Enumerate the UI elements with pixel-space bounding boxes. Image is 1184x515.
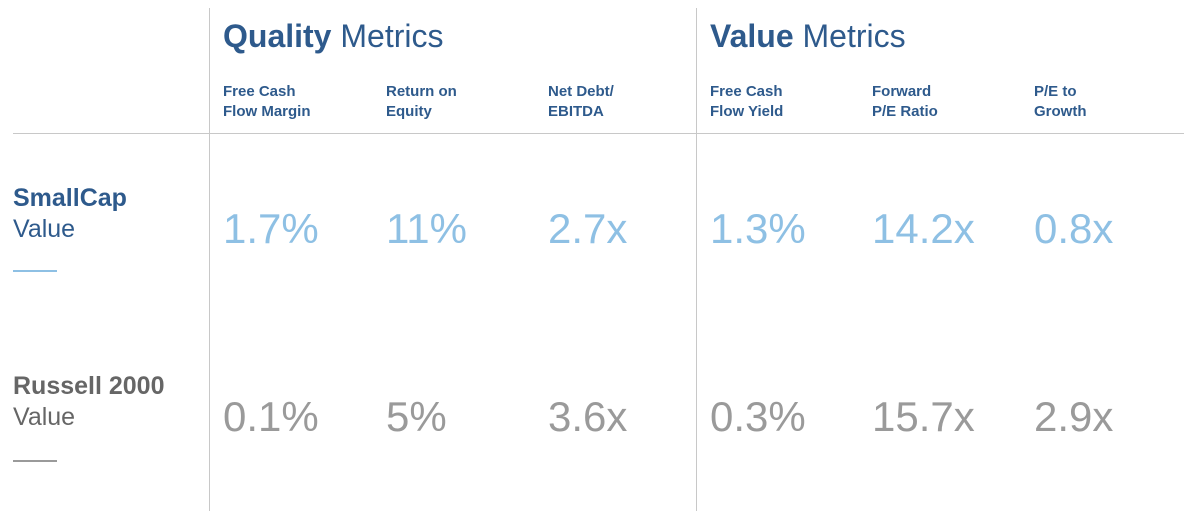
smallcap-free-cash-flow-yield: 1.3% <box>710 205 806 252</box>
header-divider <box>13 133 1184 134</box>
smallcap-net-debt-ebitda: 2.7x <box>548 205 628 252</box>
smallcap-return-on-equity: 11% <box>386 205 467 252</box>
row-label-smallcap-value: SmallCap Value <box>13 184 127 243</box>
russell-legend-swatch <box>13 460 57 462</box>
col-header-forward-pe-ratio: Forward P/E Ratio <box>872 83 938 120</box>
russell-free-cash-flow-margin: 0.1% <box>223 393 319 440</box>
divider-quality-left <box>209 8 210 511</box>
russell-forward-pe-ratio: 15.7x <box>872 393 975 440</box>
col-header-free-cash-flow-yield: Free Cash Flow Yield <box>710 83 784 120</box>
col-header-pe-to-growth: P/E to Growth <box>1034 83 1087 120</box>
russell-pe-to-growth: 2.9x <box>1034 393 1114 440</box>
col-header-net-debt-ebitda: Net Debt/EBITDA <box>548 83 614 120</box>
divider-value-left <box>696 8 697 511</box>
col-header-free-cash-flow-margin: Free Cash Flow Margin <box>223 83 311 120</box>
smallcap-pe-to-growth: 0.8x <box>1034 205 1114 252</box>
col-header-return-on-equity: Return on Equity <box>386 83 457 120</box>
value-metrics-title: Value Metrics <box>710 18 906 54</box>
smallcap-legend-swatch <box>13 270 57 272</box>
quality-metrics-title: Quality Metrics <box>223 18 444 54</box>
russell-free-cash-flow-yield: 0.3% <box>710 393 806 440</box>
row-label-russell-2000-value: Russell 2000 Value <box>13 372 165 431</box>
smallcap-forward-pe-ratio: 14.2x <box>872 205 975 252</box>
russell-return-on-equity: 5% <box>386 393 447 440</box>
smallcap-free-cash-flow-margin: 1.7% <box>223 205 319 252</box>
russell-net-debt-ebitda: 3.6x <box>548 393 628 440</box>
